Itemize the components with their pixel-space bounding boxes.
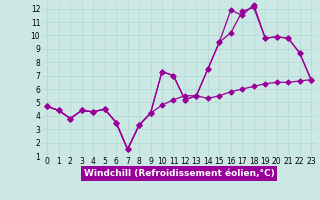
X-axis label: Windchill (Refroidissement éolien,°C): Windchill (Refroidissement éolien,°C) xyxy=(84,169,275,178)
